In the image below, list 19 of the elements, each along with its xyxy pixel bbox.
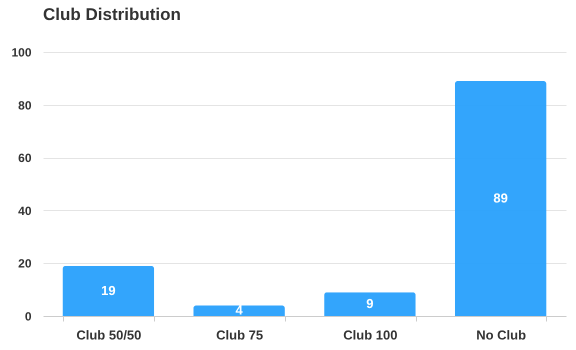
data-label: 89 [493,190,508,206]
bar [454,81,546,316]
bar [324,292,416,316]
chart-title: Club Distribution [43,5,181,24]
x-tick-label: No Club [476,328,526,342]
x-tick-label: Club 50/50 [76,328,142,342]
y-tick-label: 60 [18,151,32,166]
data-label: 9 [366,296,374,312]
bar [62,266,154,316]
x-tick-label: Club 100 [343,328,398,342]
x-tick-label: Club 75 [216,328,264,342]
y-tick-label: 0 [24,310,32,324]
data-label: 4 [236,302,244,318]
y-tick-label: 80 [18,98,32,112]
y-tick-label: 100 [11,46,32,60]
bar [193,305,285,316]
y-tick-label: 40 [18,204,32,218]
data-label: 19 [101,282,116,298]
y-tick-label: 20 [18,256,32,271]
